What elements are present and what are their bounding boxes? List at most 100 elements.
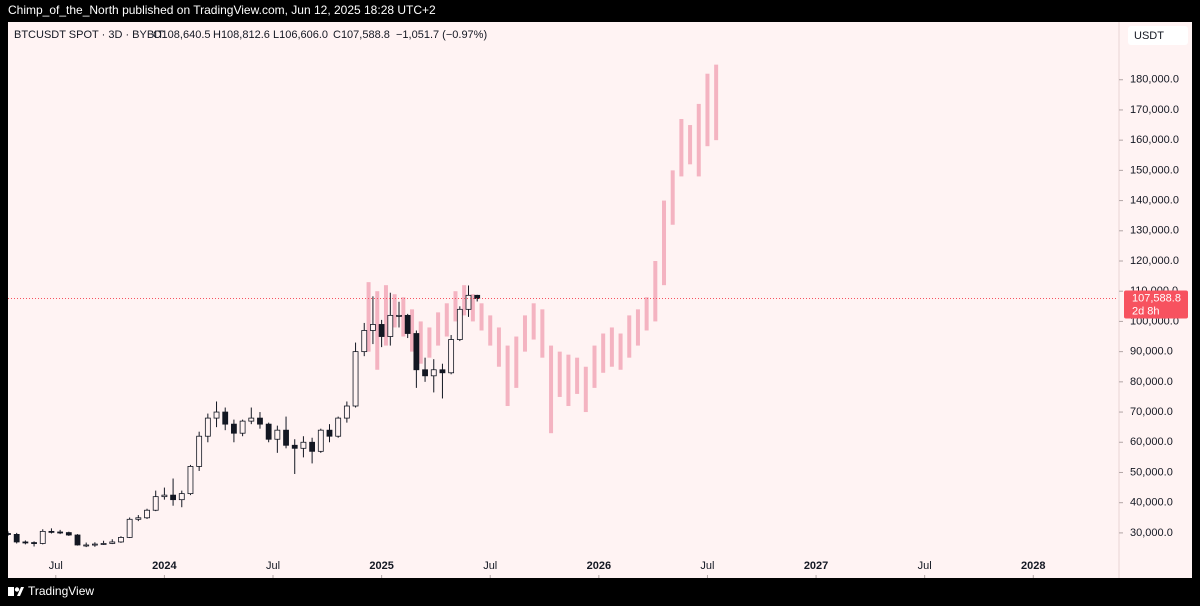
x-tick-label: Jul	[483, 560, 497, 572]
candle-body	[231, 423, 237, 434]
y-tick-label: 180,000.0	[1130, 74, 1179, 86]
candle-body	[387, 314, 394, 337]
candle-body	[265, 423, 272, 440]
last-price-countdown: 2d 8h	[1132, 305, 1160, 317]
y-tick-label: 40,000.0	[1130, 497, 1173, 509]
candle-body	[204, 417, 211, 437]
unit-box[interactable]	[1128, 26, 1188, 45]
projection-bar	[392, 294, 397, 328]
candle-body	[248, 417, 255, 422]
projection-bar	[462, 285, 467, 316]
candle-body	[178, 493, 185, 501]
candle-body	[343, 405, 350, 419]
projection-bar	[470, 294, 475, 322]
projection-bar	[592, 345, 597, 388]
legend-low: L106,606.0	[273, 29, 328, 41]
projection-bar	[444, 303, 449, 337]
projection-bar	[375, 291, 380, 370]
x-tick-label: Jul	[266, 560, 280, 572]
price-unit[interactable]: USDT	[1134, 30, 1164, 42]
candle-body	[109, 541, 116, 544]
y-tick-label: 160,000.0	[1130, 134, 1179, 146]
projection-bar	[366, 282, 371, 352]
projection-bar	[696, 103, 701, 177]
projection-bar	[522, 315, 527, 352]
y-tick-label: 170,000.0	[1130, 104, 1179, 116]
y-tick-label: 120,000.0	[1130, 255, 1179, 267]
x-tick-label: Jul	[49, 560, 63, 572]
candle-body	[439, 369, 446, 374]
candle-body	[404, 314, 411, 334]
projection-bar	[427, 327, 432, 358]
candle-body	[222, 411, 229, 425]
projection-bar	[662, 200, 667, 286]
y-tick-label: 140,000.0	[1130, 194, 1179, 206]
candle-body	[100, 543, 107, 545]
candle-body	[65, 532, 72, 536]
candle-body	[13, 534, 20, 543]
projection-bar	[453, 291, 458, 322]
projection-bar	[488, 315, 493, 346]
projection-bar	[401, 297, 406, 337]
last-price-label: 107,588.8	[1132, 292, 1181, 304]
candle-body	[118, 537, 124, 543]
projection-bar	[635, 309, 640, 346]
projection-bar	[575, 357, 580, 394]
y-tick-label: 30,000.0	[1130, 527, 1173, 539]
candle-body	[239, 420, 246, 434]
candle-body	[144, 509, 150, 519]
legend: BTCUSDT SPOT · 3D · BYBIT O108,640.5 H10…	[14, 29, 487, 41]
projection-bar	[496, 327, 501, 367]
footer-logo	[8, 587, 24, 596]
x-tick-label: 2028	[1021, 560, 1045, 572]
candle-body	[135, 517, 142, 520]
candle-body	[456, 308, 463, 340]
symbol: BTCUSDT SPOT · 3D · BYBIT	[14, 29, 164, 41]
projection-bar	[609, 327, 614, 367]
projection-bar	[714, 64, 719, 141]
y-tick-label: 80,000.0	[1130, 376, 1173, 388]
candle-body	[161, 494, 168, 498]
candle-body	[187, 466, 194, 495]
publish-note: Chimp_of_the_North published on TradingV…	[8, 3, 436, 17]
y-tick-label: 70,000.0	[1130, 406, 1173, 418]
candle-body	[283, 429, 289, 446]
candle-body	[474, 294, 481, 299]
projection-bar	[644, 297, 649, 331]
candle-body	[126, 518, 133, 538]
candle-body	[378, 324, 385, 337]
projection-bar	[549, 345, 554, 434]
projection-bar	[514, 336, 519, 388]
candle-body	[57, 531, 64, 534]
y-tick-label: 90,000.0	[1130, 346, 1173, 358]
candle-body	[39, 530, 46, 544]
candle-body	[213, 411, 220, 419]
projection-bar	[531, 303, 536, 340]
projection-bar	[418, 321, 423, 364]
candle-body	[335, 417, 342, 437]
candle-body	[91, 543, 98, 546]
legend-change: −1,051.7 (−0.97%)	[396, 29, 487, 41]
candle-body	[170, 494, 176, 501]
y-tick-label: 130,000.0	[1130, 225, 1179, 237]
legend-close: C107,588.8	[333, 29, 390, 41]
legend-high: H108,812.6	[213, 29, 270, 41]
candle-body	[196, 435, 203, 467]
projection-bar	[653, 261, 658, 322]
projection-bar	[618, 333, 623, 370]
candle-body	[422, 369, 428, 377]
footer-brand: TradingView	[28, 584, 94, 598]
candle-body	[48, 530, 55, 533]
projection-bar	[601, 333, 606, 373]
plot	[8, 64, 1118, 548]
candle-body	[83, 544, 90, 547]
projection-bar	[688, 125, 693, 165]
x-tick-label: 2024	[152, 560, 177, 572]
candle-body	[413, 333, 420, 371]
y-tick-label: 60,000.0	[1130, 436, 1173, 448]
x-tick-label: Jul	[918, 560, 932, 572]
candle-body	[291, 444, 298, 449]
projection-bar	[583, 366, 588, 413]
x-tick-label: Jul	[700, 560, 714, 572]
